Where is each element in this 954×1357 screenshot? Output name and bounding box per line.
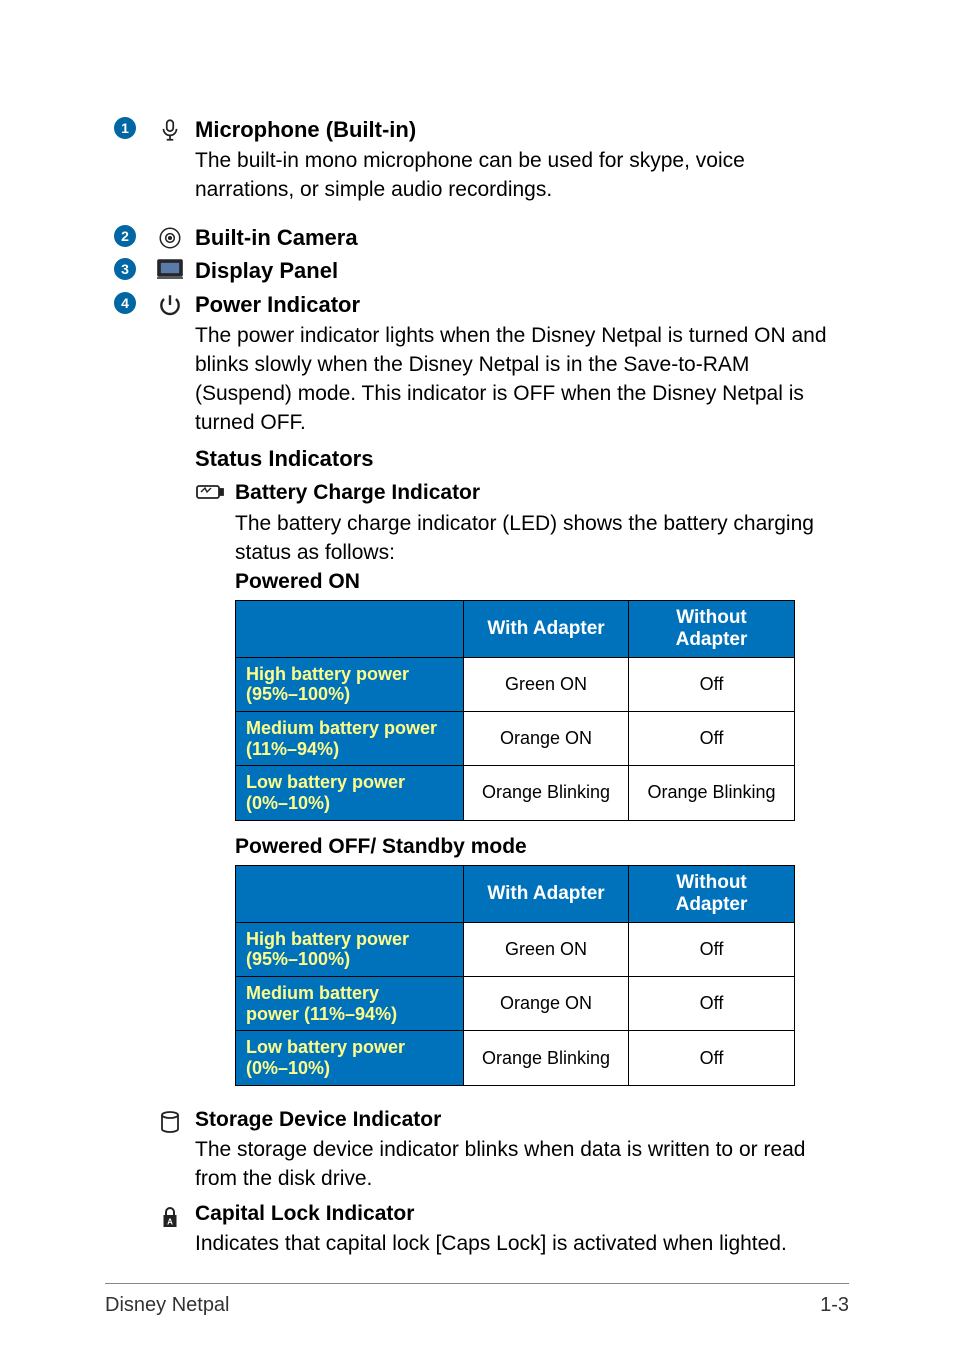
row-label-sub: (95%–100%) xyxy=(246,949,350,969)
badge-number: 3 xyxy=(114,258,136,280)
cell: Off xyxy=(629,977,795,1031)
heading-power: Power Indicator xyxy=(195,290,849,320)
cell: Off xyxy=(629,922,795,976)
page-footer: Disney Netpal 1-3 xyxy=(105,1283,849,1317)
table-row: Low battery power(0%–10%) Orange Blinkin… xyxy=(236,766,795,820)
num-badge-3: 3 xyxy=(105,256,145,280)
battery-icon xyxy=(195,479,235,501)
heading-display: Display Panel xyxy=(195,256,849,286)
table-row: Medium batterypower (11%–94%) Orange ON … xyxy=(236,977,795,1031)
cell: Green ON xyxy=(464,922,629,976)
heading-microphone: Microphone (Built-in) xyxy=(195,115,849,145)
row-label: Medium battery xyxy=(246,983,379,1003)
powered-on-label: Powered ON xyxy=(235,570,849,594)
col-without-adapter: Without Adapter xyxy=(629,865,795,922)
row-label-sub: (95%–100%) xyxy=(246,684,350,704)
cell: Off xyxy=(629,711,795,765)
num-badge-4: 4 xyxy=(105,290,145,314)
status-indicators-title: Status Indicators xyxy=(195,444,849,474)
storage-title: Storage Device Indicator xyxy=(195,1106,849,1134)
table-corner xyxy=(236,600,464,657)
table-row: Medium battery power(11%–94%) Orange ON … xyxy=(236,711,795,765)
table-row: Low battery power(0%–10%) Orange Blinkin… xyxy=(236,1031,795,1085)
display-icon xyxy=(145,256,195,280)
item-camera: 2 Built-in Camera xyxy=(105,223,849,253)
heading-camera: Built-in Camera xyxy=(195,223,849,253)
row-label-sub: (0%–10%) xyxy=(246,793,330,813)
col-with-adapter: With Adapter xyxy=(464,600,629,657)
cell: Orange Blinking xyxy=(464,766,629,820)
battery-title: Battery Charge Indicator xyxy=(235,479,849,507)
battery-section: Battery Charge Indicator The battery cha… xyxy=(195,479,849,1100)
cell: Orange ON xyxy=(464,711,629,765)
capslock-title: Capital Lock Indicator xyxy=(195,1200,849,1228)
row-label: Low battery power xyxy=(246,772,405,792)
storage-section: Storage Device Indicator The storage dev… xyxy=(145,1106,849,1200)
num-badge-1: 1 xyxy=(105,115,145,139)
item-microphone: 1 Microphone (Built-in) The built-in mon… xyxy=(105,115,849,219)
row-label: High battery power xyxy=(246,929,409,949)
cell: Off xyxy=(629,1031,795,1085)
svg-text:A: A xyxy=(167,1218,173,1227)
body-microphone: The built-in mono microphone can be used… xyxy=(195,147,849,205)
num-badge-2: 2 xyxy=(105,223,145,247)
powered-off-label: Powered OFF/ Standby mode xyxy=(235,835,849,859)
battery-desc: The battery charge indicator (LED) shows… xyxy=(235,510,849,568)
capslock-section: A Capital Lock Indicator Indicates that … xyxy=(145,1200,849,1259)
body-power: The power indicator lights when the Disn… xyxy=(195,322,849,438)
item-display: 3 Display Panel xyxy=(105,256,849,286)
cell: Orange Blinking xyxy=(464,1031,629,1085)
table-powered-off: With Adapter Without Adapter High batter… xyxy=(235,865,795,1086)
footer-left: Disney Netpal xyxy=(105,1294,230,1317)
page-content: 1 Microphone (Built-in) The built-in mon… xyxy=(105,115,849,1259)
storage-body: The storage device indicator blinks when… xyxy=(195,1136,849,1194)
row-label: High battery power xyxy=(246,664,409,684)
microphone-icon xyxy=(145,115,195,143)
cell: Orange Blinking xyxy=(629,766,795,820)
capslock-body: Indicates that capital lock [Caps Lock] … xyxy=(195,1230,849,1259)
capslock-icon: A xyxy=(145,1200,195,1230)
footer-right: 1-3 xyxy=(820,1294,849,1317)
row-label-sub: power (11%–94%) xyxy=(246,1004,397,1024)
cell: Orange ON xyxy=(464,977,629,1031)
table-corner xyxy=(236,865,464,922)
badge-number: 2 xyxy=(114,225,136,247)
col-without-adapter: Without Adapter xyxy=(629,600,795,657)
cell: Off xyxy=(629,657,795,711)
badge-number: 4 xyxy=(114,292,136,314)
col-with-adapter: With Adapter xyxy=(464,865,629,922)
table-row: High battery power(95%–100%) Green ON Of… xyxy=(236,922,795,976)
camera-icon xyxy=(145,223,195,251)
cell: Green ON xyxy=(464,657,629,711)
item-power: 4 Power Indicator The power indicator li… xyxy=(105,290,849,1259)
badge-number: 1 xyxy=(114,117,136,139)
storage-icon xyxy=(145,1106,195,1136)
table-row: High battery power(95%–100%) Green ON Of… xyxy=(236,657,795,711)
table-powered-on: With Adapter Without Adapter High batter… xyxy=(235,600,795,821)
row-label-sub: (11%–94%) xyxy=(246,739,339,759)
row-label: Medium battery power xyxy=(246,718,437,738)
power-icon xyxy=(145,290,195,318)
row-label-sub: (0%–10%) xyxy=(246,1058,330,1078)
row-label: Low battery power xyxy=(246,1037,405,1057)
